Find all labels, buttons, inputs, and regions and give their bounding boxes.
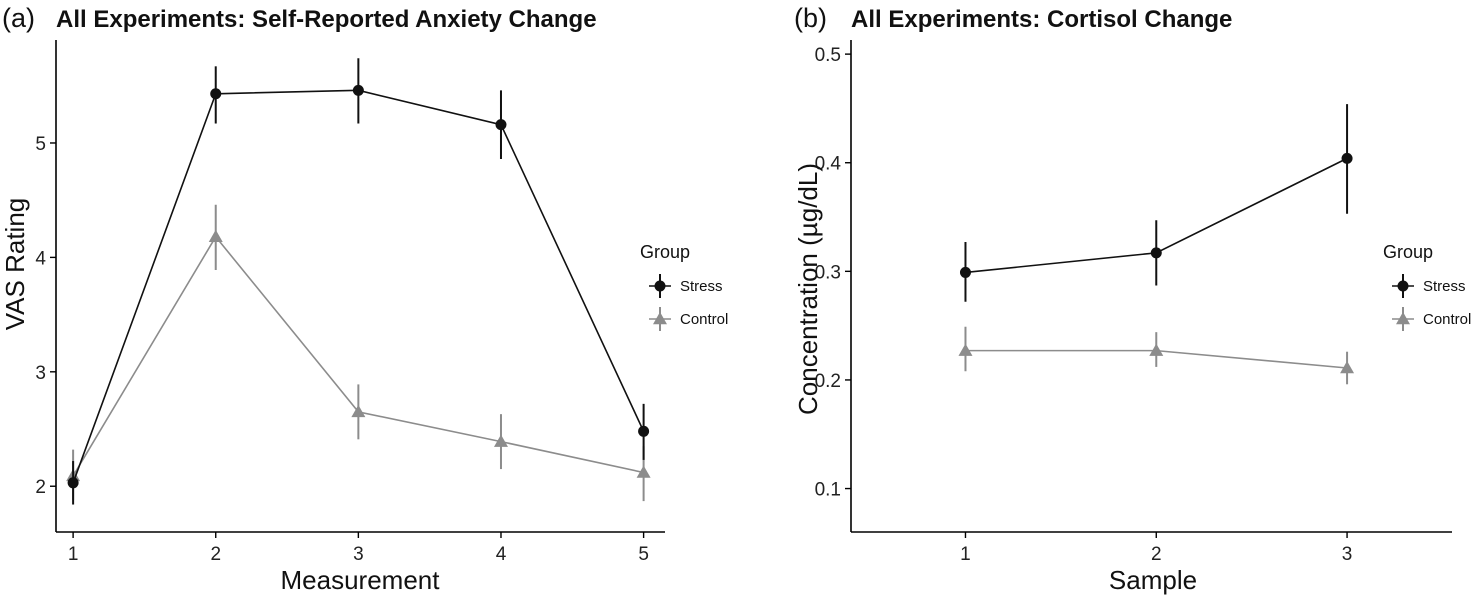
x-tick-label: 2 [1151,544,1162,565]
panel-a-x-axis-title: Measurement [281,565,441,595]
panel-b-x-ticks: 1 2 3 [960,532,1352,565]
legend-marker [1396,312,1410,325]
y-tick-label: 5 [35,134,46,155]
panel-b: (b) All Experiments: Cortisol Change 0.1… [793,3,1471,595]
y-tick-label: 0.5 [815,45,841,66]
panel-a-y-ticks: 2 3 4 5 [35,134,56,498]
legend-item-control: Control [649,307,728,331]
data-point [638,425,650,437]
data-point [67,477,79,489]
panel-b-x-axis-title: Sample [1109,565,1197,595]
data-point [352,84,364,96]
panel-b-y-ticks: 0.1 0.2 0.3 0.4 0.5 [815,45,851,501]
legend-label: Control [680,311,728,328]
legend-label: Control [1423,311,1471,328]
legend-label: Stress [680,278,723,295]
data-point [1150,247,1162,259]
y-tick-label: 0.3 [815,262,841,283]
legend-item-stress: Stress [1392,274,1466,298]
series-control [66,204,651,502]
panel-a-x-ticks: 1 2 3 4 5 [68,532,649,565]
x-tick-label: 2 [210,544,221,565]
panel-a-legend: Group Stress Control [640,242,728,331]
panel-b-legend-title: Group [1383,242,1433,262]
data-point [1149,343,1164,356]
data-point [210,88,222,100]
panel-a: (a) All Experiments: Self-Reported Anxie… [0,3,728,595]
panel-a-y-axis-title: VAS Rating [0,198,30,330]
series-stress [959,104,1353,302]
panel-b-title: All Experiments: Cortisol Change [851,6,1232,33]
data-point [959,266,971,278]
x-tick-label: 1 [960,544,971,565]
series-control [958,326,1355,385]
data-point [1340,361,1355,374]
data-point [958,343,973,356]
legend-marker [1397,280,1409,292]
panel-b-series [958,104,1355,385]
data-point [1341,152,1353,164]
panel-b-legend: Group Stress Control [1383,242,1471,331]
y-tick-label: 0.1 [815,480,841,501]
y-tick-label: 3 [35,363,46,384]
series-stress [67,58,650,505]
legend-item-stress: Stress [649,274,723,298]
y-tick-label: 0.4 [815,154,842,175]
x-tick-label: 3 [1342,544,1353,565]
data-point [351,404,366,418]
panel-a-title: All Experiments: Self-Reported Anxiety C… [56,6,597,33]
data-point [636,465,651,478]
panel-a-legend-title: Group [640,242,690,262]
panel-a-series [66,58,651,505]
panel-b-y-axis-title: Concentration (µg/dL) [793,163,823,415]
panel-a-letter: (a) [2,3,35,33]
y-tick-label: 4 [35,248,46,269]
x-tick-label: 1 [68,544,79,565]
legend-label: Stress [1423,278,1466,295]
series-line [72,235,644,477]
x-tick-label: 4 [496,544,507,565]
legend-marker [654,280,666,292]
legend-marker [653,312,667,325]
x-tick-label: 3 [353,544,364,565]
x-tick-label: 5 [638,544,649,565]
y-tick-label: 0.2 [815,371,841,392]
legend-item-control: Control [1392,307,1471,331]
panel-b-letter: (b) [794,3,827,33]
data-point [208,229,223,243]
y-tick-label: 2 [35,477,46,498]
data-point [493,434,508,447]
data-point [495,119,507,131]
